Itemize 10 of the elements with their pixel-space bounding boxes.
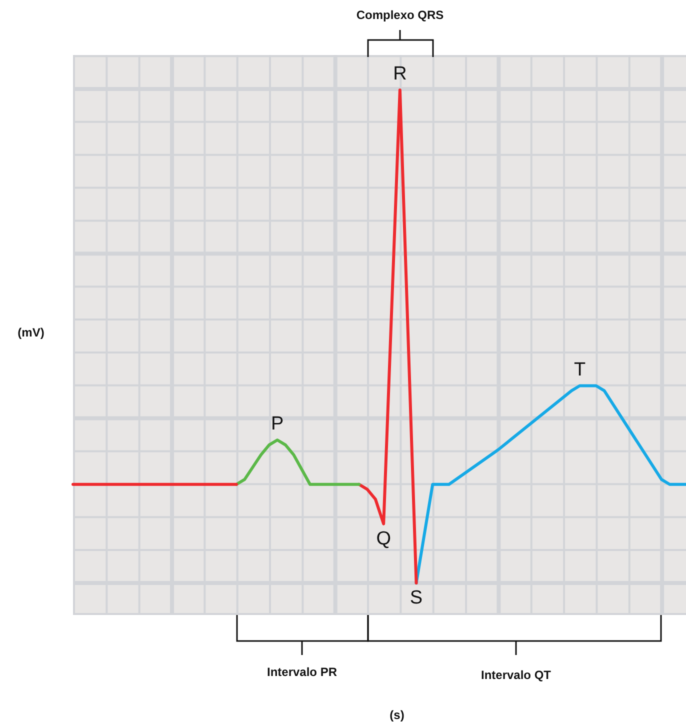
text: Intervalo QT xyxy=(480,668,552,682)
text: (s) xyxy=(390,708,404,722)
text: Intervalo PR xyxy=(266,665,338,679)
annotation: S xyxy=(410,588,423,609)
annotation: Q xyxy=(376,528,391,550)
y-axis-title: (mV) xyxy=(18,325,44,340)
annotation: T xyxy=(574,360,586,381)
annotation: R xyxy=(393,64,407,85)
text: Complexo QRS xyxy=(356,8,444,22)
annotation: P xyxy=(270,414,284,435)
